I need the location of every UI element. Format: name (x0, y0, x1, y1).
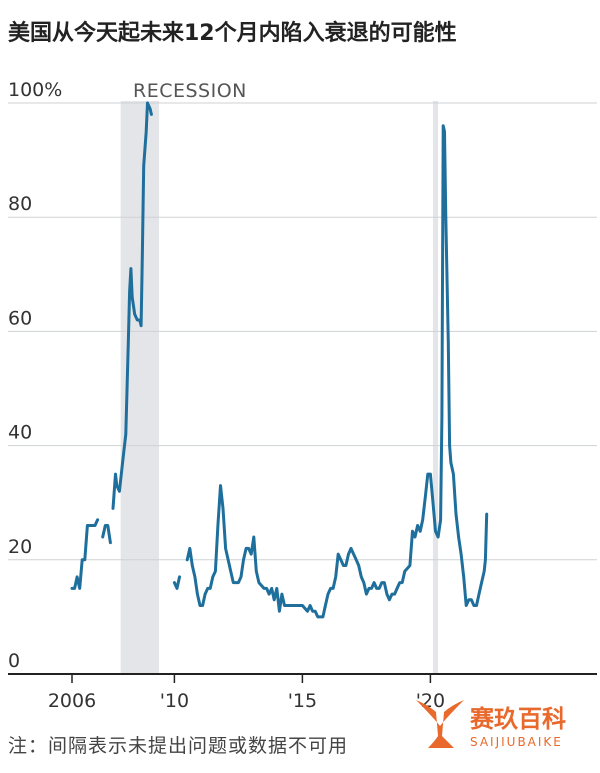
series-line-segment-1 (70, 518, 100, 590)
y-tick-label-80: 80 (8, 193, 32, 215)
chart-note: 注：间隔表示未提出问题或数据不可用 (8, 735, 348, 757)
x-tick-label-2: '15 (288, 690, 317, 712)
grid-lines (8, 102, 597, 561)
series-line-segment-5 (185, 124, 489, 619)
recession-label: RECESSION (133, 80, 247, 102)
x-axis-ticks: 2006'10'15'20 (48, 674, 445, 712)
x-tick-label-1: '10 (160, 690, 189, 712)
watermark-brand-cn: 赛玖百科 (469, 705, 566, 733)
chart-title: 美国从今天起未来12个月内陷入衰退的可能性 (8, 20, 457, 46)
y-tick-label-100: 100% (8, 79, 62, 101)
series-line-segment-3 (111, 101, 153, 510)
x-tick-label-0: 2006 (48, 690, 96, 712)
watermark-brand-en: SAIJIUBAIKE (470, 735, 563, 749)
whale-tail-icon (416, 700, 464, 748)
y-tick-label-60: 60 (8, 307, 32, 329)
series-line-segment-2 (101, 524, 112, 545)
y-tick-label-0: 0 (8, 650, 20, 672)
watermark-logo: 赛玖百科 SAIJIUBAIKE (416, 700, 566, 749)
y-tick-label-20: 20 (8, 536, 32, 558)
recession-bands (120, 101, 439, 674)
y-axis-ticks: 100% 80 60 40 20 0 (8, 79, 62, 672)
series-lines (70, 101, 489, 619)
y-tick-label-40: 40 (8, 422, 32, 444)
series-line-segment-4 (172, 575, 181, 590)
recession-band-2 (432, 101, 439, 674)
